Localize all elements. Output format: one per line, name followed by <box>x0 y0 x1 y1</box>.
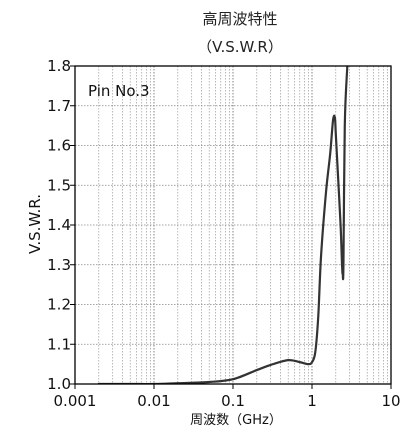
vswr-curve-0 <box>97 66 349 384</box>
y-tick-label: 1.6 <box>47 137 71 155</box>
grid <box>74 66 391 384</box>
x-tick-label: 0.001 <box>54 392 97 410</box>
y-tick-label: 1.5 <box>47 176 71 194</box>
y-axis-label: V.S.W.R. <box>26 194 44 254</box>
y-tick-label: 1.8 <box>47 57 71 75</box>
chart-title: 高周波特性 <box>202 10 277 28</box>
x-axis-ticks: 0.001 0.01 0.1 1 10 <box>54 384 401 410</box>
y-tick-label: 1.7 <box>47 97 71 115</box>
chart-subtitle: （V.S.W.R） <box>197 38 283 56</box>
pin-annotation: Pin No.3 <box>88 82 150 100</box>
y-tick-label: 1.2 <box>47 296 71 314</box>
y-tick-label: 1.1 <box>47 335 71 353</box>
curve-layer <box>97 66 349 384</box>
x-tick-label: 0.01 <box>137 392 170 410</box>
x-tick-label: 0.1 <box>221 392 245 410</box>
x-tick-label: 1 <box>307 392 317 410</box>
x-axis-label: 周波数（GHz） <box>190 413 282 428</box>
y-tick-label: 1.3 <box>47 256 71 274</box>
y-tick-label: 1.4 <box>47 216 71 234</box>
y-tick-label: 1.0 <box>47 375 71 393</box>
y-axis-ticks: 1.0 1.1 1.2 1.3 1.4 1.5 1.6 1.7 1.8 <box>47 57 75 393</box>
x-tick-label: 10 <box>381 392 400 410</box>
